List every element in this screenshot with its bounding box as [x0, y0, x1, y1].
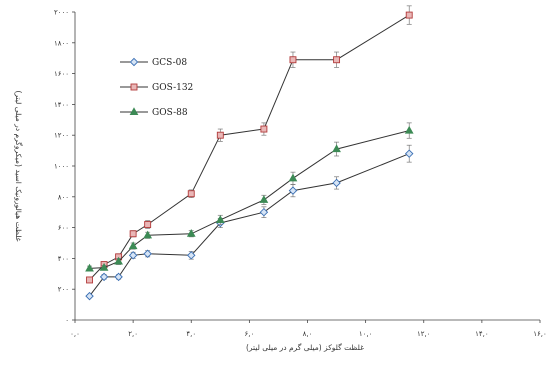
y-tick-label: ۱۶۰۰	[54, 70, 69, 78]
x-tick-label: ۸,۰	[303, 330, 313, 338]
x-ticks: ۰,۰ ۲,۰ ۴,۰ ۶,۰ ۸,۰ ۱۰,۰ ۱۲,۰ ۱۴,۰ ۱۶,۰	[70, 320, 547, 338]
legend-label: GOS-132	[152, 83, 193, 93]
y-tick-label: ۲۰۰۰	[54, 9, 69, 17]
legend-marker	[129, 107, 139, 116]
series-gos-88	[85, 122, 414, 272]
x-tick-label: ۱۴,۰	[475, 330, 489, 338]
data-point-gos-88	[99, 262, 109, 271]
data-point-gcs-08	[128, 251, 138, 260]
data-point-gcs-08	[99, 272, 109, 282]
data-point-gos-88	[85, 263, 94, 272]
x-tick-label: ۱۲,۰	[417, 330, 431, 338]
data-point-gcs-08	[143, 249, 152, 259]
x-tick-label: ۰,۰	[70, 330, 80, 338]
data-point-gos-132	[216, 131, 224, 139]
series-gos-132	[86, 5, 413, 284]
y-tick-label: ۱۸۰۰	[54, 39, 69, 47]
data-point-gcs-08	[404, 149, 414, 158]
data-point-gcs-08	[332, 178, 341, 188]
series-line-gos-88	[89, 130, 410, 269]
data-point-gos-88	[288, 173, 298, 182]
data-point-gos-132	[405, 11, 413, 19]
data-point-gos-132	[129, 230, 137, 238]
data-point-gcs-08	[288, 186, 298, 195]
data-point-gcs-08	[114, 272, 123, 282]
y-tick-label: ۲۰۰	[58, 286, 69, 294]
data-point-gcs-08	[187, 251, 196, 260]
x-tick-label: ۱۶,۰	[533, 330, 547, 338]
legend: GCS-08 GOS-132 GOS-88	[120, 57, 193, 118]
legend-item-gos-88: GOS-88	[120, 107, 188, 118]
x-tick-label: ۴,۰	[186, 330, 196, 338]
data-point-gos-132	[187, 190, 195, 198]
data-point-gos-132	[86, 276, 93, 284]
data-point-gos-132	[333, 56, 341, 64]
y-tick-label: ۱۴۰۰	[54, 101, 69, 109]
legend-marker	[129, 57, 139, 67]
data-point-gos-132	[289, 56, 297, 64]
data-point-gos-88	[143, 230, 153, 239]
data-point-gos-88	[114, 256, 123, 265]
data-point-gcs-08	[85, 291, 94, 301]
data-point-gos-88	[404, 125, 414, 134]
chart-axes	[74, 12, 540, 321]
y-tick-label: ۶۰۰	[58, 224, 69, 232]
y-ticks: ۰ ۲۰۰ ۴۰۰ ۶۰۰ ۸۰۰ ۱۰۰۰ ۱۲۰۰ ۱۴۰۰ ۱۶۰۰ ۱۸۰۰ ۲۰۰۰	[54, 9, 75, 325]
data-point-gcs-08	[259, 207, 269, 217]
x-tick-label: ۲,۰	[128, 330, 138, 338]
series-line-gos-132	[89, 14, 410, 281]
data-point-gos-132	[260, 125, 268, 133]
data-point-gos-88	[259, 195, 269, 203]
y-tick-label: ۱۰۰۰	[54, 163, 69, 171]
legend-item-gos-132: GOS-132	[120, 83, 193, 93]
y-tick-label: ۴۰۰	[58, 255, 69, 263]
y-tick-label: ۰	[65, 317, 69, 325]
series-gcs-08	[85, 144, 414, 301]
legend-label: GCS-08	[152, 58, 187, 68]
legend-marker	[130, 83, 138, 91]
legend-label: GOS-88	[152, 108, 188, 118]
series-line-gcs-08	[89, 153, 410, 297]
x-tick-label: ۶,۰	[245, 330, 255, 338]
data-point-gos-88	[332, 144, 341, 153]
legend-item-gcs-08: GCS-08	[120, 57, 187, 68]
data-point-gos-88	[128, 241, 138, 250]
x-axis-title: غلظت گلوکز (میلی گرم در میلی لیتر)	[246, 343, 364, 352]
data-point-gos-132	[144, 221, 152, 228]
data-point-gos-88	[186, 229, 196, 237]
data-point-gos-88	[215, 215, 225, 223]
series-layer	[85, 5, 414, 301]
y-tick-label: ۱۲۰۰	[54, 132, 69, 140]
x-tick-label: ۱۰,۰	[359, 330, 373, 338]
y-axis-title: غلظت هیالورونیک اسید (میکروگرم در میلی ل…	[14, 90, 23, 241]
y-tick-label: ۸۰۰	[58, 193, 69, 201]
